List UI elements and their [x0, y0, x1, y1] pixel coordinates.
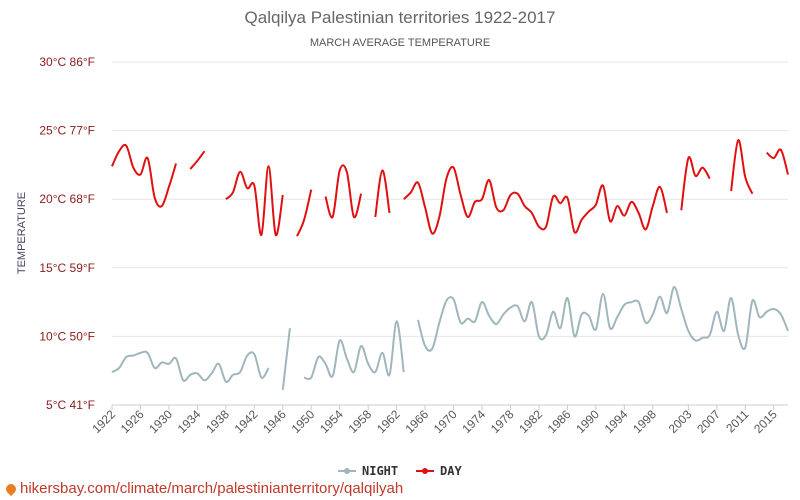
x-tick-label: 1930 [146, 407, 175, 436]
series-day-segment-0 [111, 143, 177, 208]
x-axis: 1922 1926 1930 1934 1938 1942 1946 1950 1954 1958… [89, 404, 788, 436]
y-tick-label: 15°C 59°F [39, 261, 95, 275]
series-day-segment-9 [766, 148, 789, 175]
legend-item-night[interactable]: NIGHT [338, 464, 398, 478]
y-axis: 5°C 41°F 10°C 50°F 15°C 59°F 20°C 68°F 25°C … [39, 55, 95, 412]
y-axis-label: TEMPERATURE [16, 192, 28, 274]
series-night-segment-0 [111, 350, 270, 383]
x-tick-label: 1982 [516, 407, 545, 436]
x-tick-label: 2015 [751, 407, 780, 436]
series-night-segment-2 [303, 320, 405, 381]
x-tick-label: 1974 [459, 407, 488, 436]
x-tick-label: 1954 [317, 407, 346, 436]
footer-link[interactable]: hikersbay.com/climate/march/palestiniant… [3, 480, 404, 497]
series-day-segment-1 [189, 150, 206, 170]
x-tick-label: 1962 [374, 407, 403, 436]
y-tick-label: 5°C 41°F [46, 398, 95, 412]
grid [112, 61, 788, 406]
x-tick-label: 1998 [630, 407, 659, 436]
chart-subtitle: MARCH AVERAGE TEMPERATURE [310, 37, 490, 49]
x-tick-label: 2011 [723, 407, 751, 435]
y-tick-label: 20°C 68°F [39, 192, 95, 206]
chart-title: Qalqilya Palestinian territories 1922-20… [245, 8, 556, 27]
series-day-segment-6 [403, 165, 668, 235]
x-tick-label: 1990 [573, 407, 602, 436]
series-day-segment-2 [225, 165, 284, 236]
x-tick-label: 1958 [346, 407, 375, 436]
series-day-segment-4 [324, 164, 363, 219]
x-tick-label: 2003 [666, 407, 695, 436]
x-tick-label: 1994 [602, 407, 631, 436]
x-tick-label: 1966 [402, 407, 431, 436]
legend: NIGHT DAY [338, 464, 462, 478]
x-tick-label: 1926 [118, 407, 147, 436]
x-tick-label: 1970 [431, 407, 460, 436]
y-tick-label: 30°C 86°F [39, 55, 95, 69]
series-night [111, 285, 789, 391]
legend-label-night: NIGHT [362, 464, 398, 478]
series-lines [111, 139, 789, 391]
location-pin-icon [3, 481, 19, 497]
y-tick-label: 10°C 50°F [39, 329, 95, 343]
x-tick-label: 1946 [260, 407, 289, 436]
series-day-segment-8 [730, 139, 754, 195]
y-tick-label: 25°C 77°F [39, 124, 95, 138]
series-night-segment-3 [417, 285, 789, 352]
x-tick-label: 1950 [289, 407, 318, 436]
x-tick-label: 1934 [175, 407, 204, 436]
x-tick-label: 1986 [545, 407, 574, 436]
series-day-segment-3 [296, 189, 313, 237]
series-night-segment-1 [281, 328, 291, 391]
series-day [111, 139, 789, 237]
x-tick-label: 1978 [488, 407, 517, 436]
x-tick-label: 2007 [694, 407, 723, 436]
legend-item-day[interactable]: DAY [416, 464, 462, 478]
legend-label-day: DAY [440, 464, 462, 478]
series-day-segment-7 [680, 156, 711, 211]
footer-url: hikersbay.com/climate/march/palestiniant… [20, 480, 404, 497]
x-tick-label: 1942 [232, 407, 261, 436]
series-day-segment-5 [374, 169, 391, 218]
x-tick-label: 1938 [203, 407, 232, 436]
